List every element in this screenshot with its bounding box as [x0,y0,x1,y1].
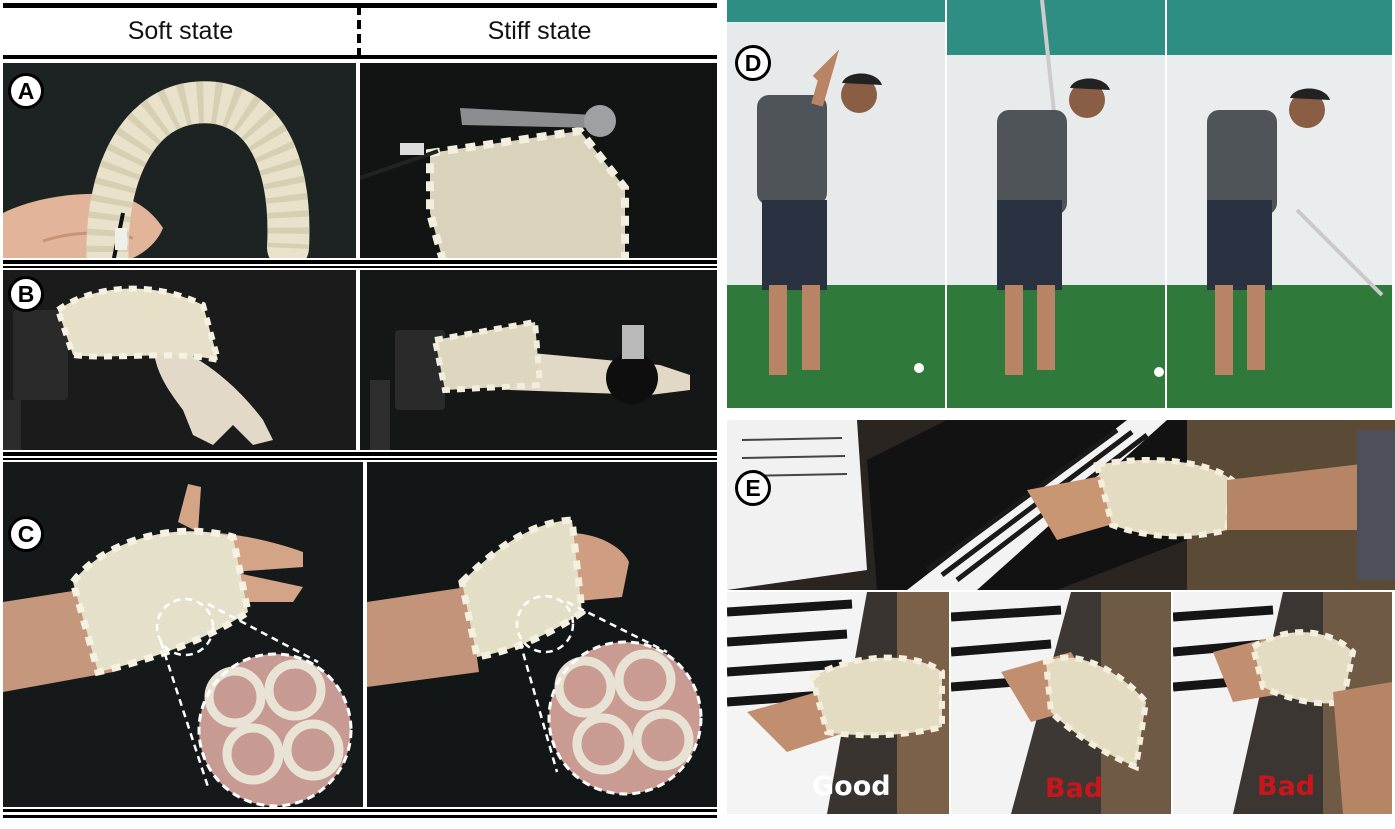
piano-result-bad-1: Bad [1045,773,1104,804]
rule-b-c-2 [3,458,717,460]
panel-d-golf-impact [1167,0,1392,408]
panel-b-stiff-photo [360,270,717,450]
panel-e-piano-overview [727,420,1395,590]
piano-result-good: Good [812,771,891,802]
panel-e-piano-good [727,592,949,814]
panel-a-stiff-photo [360,63,717,258]
panel-label-a: A [8,73,44,109]
rule-a-b [3,260,717,264]
bottom-rule-2 [3,815,717,818]
panel-label-c: C [8,516,44,552]
rule-a-b-2 [3,266,717,268]
panel-e-piano-bad-2 [1173,592,1392,814]
panel-e-piano-bad-1 [951,592,1171,814]
panel-b-soft-photo [3,270,356,450]
bottom-rule [3,809,717,812]
panel-c-stiff-photo [367,462,717,807]
panel-c-soft-photo [3,462,363,807]
panel-label-d: D [735,45,771,81]
top-rule [3,3,717,8]
stiff-state-header: Stiff state [487,17,592,45]
panel-d-golf-downswing [947,0,1165,408]
piano-result-bad-2: Bad [1257,771,1316,802]
header-divider [357,6,361,58]
soft-state-header: Soft state [127,17,234,45]
panel-d-golf-backswing [727,0,945,408]
panel-a-soft-photo [3,63,356,258]
rule-b-c [3,452,717,456]
panel-label-b: B [8,276,44,312]
panel-label-e: E [735,470,771,506]
